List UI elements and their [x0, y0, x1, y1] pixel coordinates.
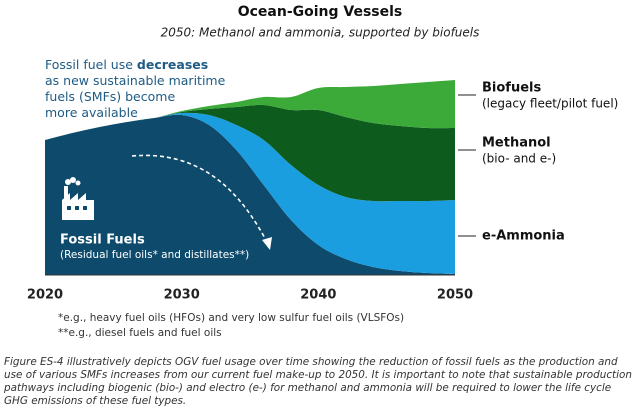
x-tick-label: 2030 — [164, 288, 200, 303]
legend-label: Methanol — [482, 136, 551, 151]
footnote: **e.g., diesel fuels and fuel oils — [58, 327, 222, 339]
legend-sublabel: (bio- and e-) — [482, 152, 556, 166]
chart-subtitle: 2050: Methanol and ammonia, supported by… — [161, 26, 480, 40]
chart: Ocean-Going Vessels 2050: Methanol and a… — [27, 4, 618, 339]
legend-label: Biofuels — [482, 81, 541, 96]
footnote: *e.g., heavy fuel oils (HFOs) and very l… — [58, 312, 404, 324]
legend-sublabel: (legacy fleet/pilot fuel) — [482, 97, 618, 111]
x-tick-label: 2050 — [437, 288, 473, 303]
annotation-text: decreases — [137, 57, 208, 72]
annotation-text: more available — [45, 105, 138, 120]
caption: Figure ES-4 illustratively depicts OGV f… — [4, 356, 632, 407]
annotation: Fossil fuel use decreases as new sustaina… — [45, 57, 229, 120]
area-label: Fossil Fuels — [60, 233, 145, 248]
x-tick-label: 2040 — [300, 288, 336, 303]
area-sublabel: (Residual fuel oils* and distillates**) — [60, 249, 249, 261]
arrow-head — [262, 237, 272, 250]
area — [45, 80, 455, 140]
trend-arrow — [131, 154, 269, 245]
area — [45, 112, 455, 274]
annotation-text: fuels (SMFs) become — [45, 89, 175, 104]
annotation-text: Fossil fuel use — [45, 57, 133, 72]
legend-label: e-Ammonia — [482, 229, 565, 244]
x-tick-label: 2020 — [27, 288, 63, 303]
annotation-text: as new sustainable maritime — [45, 73, 226, 88]
area — [45, 104, 455, 202]
chart-title: Ocean-Going Vessels — [238, 4, 403, 20]
